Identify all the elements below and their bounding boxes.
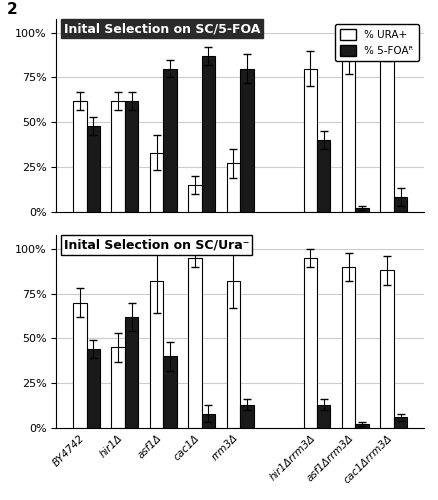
Bar <box>341 267 355 428</box>
Bar <box>163 356 177 428</box>
Bar <box>201 414 215 428</box>
Bar <box>226 164 240 212</box>
Bar <box>303 258 316 428</box>
Bar <box>393 198 406 211</box>
Bar <box>86 126 100 212</box>
Bar <box>125 317 138 428</box>
Bar <box>125 100 138 212</box>
Bar <box>303 68 316 212</box>
Bar <box>380 47 393 211</box>
Bar <box>240 68 253 212</box>
Text: 2: 2 <box>7 2 17 16</box>
Bar <box>73 302 86 428</box>
Bar <box>355 424 368 428</box>
Bar <box>393 417 406 428</box>
Text: Inital Selection on SC/5-FOA: Inital Selection on SC/5-FOA <box>64 22 259 36</box>
Bar <box>226 281 240 428</box>
Bar <box>163 68 177 212</box>
Bar <box>188 258 201 428</box>
Bar <box>149 281 163 428</box>
Bar <box>86 349 100 428</box>
Bar <box>355 208 368 212</box>
Bar <box>316 140 330 212</box>
Bar <box>188 185 201 212</box>
Bar <box>341 60 355 212</box>
Bar <box>111 348 125 428</box>
Text: Inital Selection on SC/Ura⁻: Inital Selection on SC/Ura⁻ <box>64 238 248 252</box>
Bar <box>73 100 86 212</box>
Bar <box>111 100 125 212</box>
Bar <box>380 270 393 428</box>
Bar <box>240 404 253 428</box>
Bar <box>149 152 163 212</box>
Legend: % URA+, % 5-FOAᴿ: % URA+, % 5-FOAᴿ <box>335 24 418 61</box>
Bar <box>316 404 330 428</box>
Bar <box>201 56 215 212</box>
